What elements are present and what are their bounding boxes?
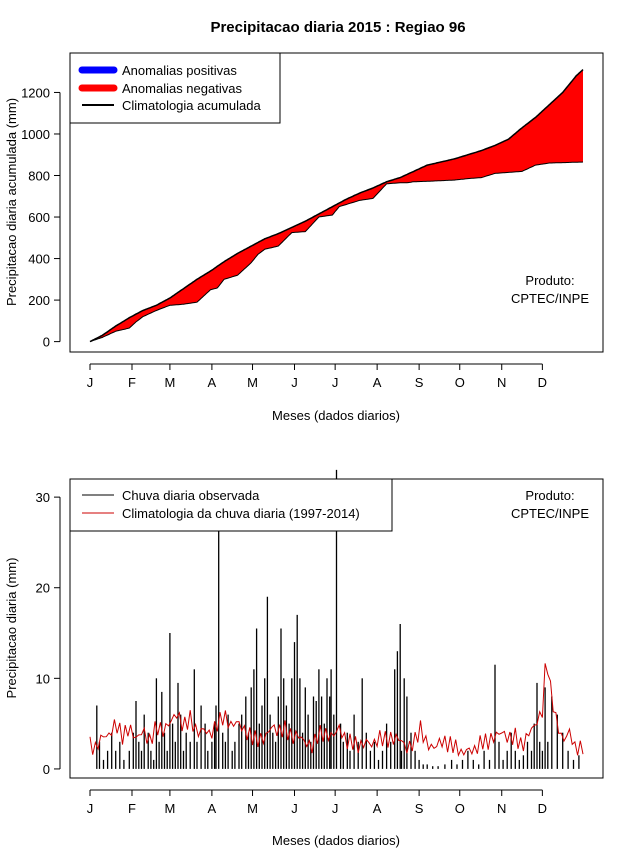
accumulated-x-tick-label-month: N [497,375,506,390]
accumulated-x-tick-label-month: S [415,375,424,390]
accumulated-x-tick-label-month: F [128,375,136,390]
accumulated-y-tick-label: 1000 [21,127,50,142]
legend-daily: Chuva diaria observada Climatologia da c… [69,478,393,532]
daily-x-tick-label-month: S [415,801,424,816]
accumulated-x-tick-label-month: A [208,375,217,390]
accumulated-y-tick-label: 600 [28,210,50,225]
accumulated-x-tick-label-month: J [87,375,94,390]
y-axis-accumulated: 0 200 400 600 800 1000 1200 [21,85,61,350]
product-label-daily: Produto: [525,488,574,503]
y-axis-label-daily: Precipitacao diaria (mm) [4,558,19,699]
accumulated-climatology-line [89,69,584,343]
y-axis-daily: 0 10 20 30 [36,490,61,777]
daily-y-tick-label: 30 [36,490,50,505]
daily-x-tick-label-month: M [247,801,258,816]
x-axis-label-daily: Meses (dados diarios) [272,833,400,848]
daily-x-tick-label-month: A [373,801,382,816]
legend-label-negative: Anomalias negativas [122,81,242,96]
daily-x-tick-label-month: F [128,801,136,816]
daily-x-tick-label-month: J [332,801,339,816]
accumulated-x-tick-label-month: O [455,375,465,390]
legend-label-climatology: Climatologia acumulada [122,98,262,113]
accumulated-y-tick-label: 200 [28,293,50,308]
accumulated-x-tick-label-month: M [164,375,175,390]
accumulated-x-tick-label-month: D [538,375,547,390]
accumulated-observed-line [89,161,584,343]
negative-anomaly-area [90,69,583,342]
negative-anomaly-fill [90,69,583,342]
product-source-daily: CPTEC/INPE [511,506,589,521]
daily-x-tick-label-month: D [538,801,547,816]
legend-accumulated: Anomalias positivas Anomalias negativas … [69,52,281,124]
daily-x-tick-label-month: A [208,801,217,816]
daily-climatology-line [89,663,584,758]
accumulated-x-tick-label-month: A [373,375,382,390]
chart-title: Precipitacao diaria 2015 : Regiao 96 [210,19,465,36]
legend-label-daily-climatology: Climatologia da chuva diaria (1997-2014) [122,506,360,521]
accumulated-y-tick-label: 1200 [21,85,50,100]
daily-x-tick-label-month: M [164,801,175,816]
daily-y-tick-label: 0 [43,762,50,777]
accumulated-y-tick-label: 0 [43,335,50,350]
accumulated-y-tick-label: 800 [28,169,50,184]
legend-label-positive: Anomalias positivas [122,63,237,78]
accumulated-y-tick-label: 400 [28,252,50,267]
daily-x-tick-label-month: N [497,801,506,816]
accumulated-x-tick-label-month: J [332,375,339,390]
daily-x-tick-label-month: J [291,801,298,816]
daily-y-tick-label: 20 [36,581,50,596]
daily-x-tick-label-month: J [87,801,94,816]
accumulated-panel: Precipitacao diaria 2015 : Regiao 96 0 20… [4,19,604,423]
legend-box-daily [69,478,393,532]
accumulated-x-tick-label-month: J [291,375,298,390]
legend-label-observed: Chuva diaria observada [122,488,260,503]
product-label-accumulated: Produto: [525,273,574,288]
y-axis-label-accumulated: Precipitacao diaria acumulada (mm) [4,98,19,306]
x-axis-label-accumulated: Meses (dados diarios) [272,408,400,423]
plot-frame-accumulated [69,52,604,353]
product-source-accumulated: CPTEC/INPE [511,291,589,306]
daily-panel: 0 10 20 30 J F M A M J J A S O N D Meses (dados diario… [4,469,604,848]
daily-y-tick-label: 10 [36,671,50,686]
daily-x-tick-label-month: O [455,801,465,816]
accumulated-x-tick-label-month: M [247,375,258,390]
